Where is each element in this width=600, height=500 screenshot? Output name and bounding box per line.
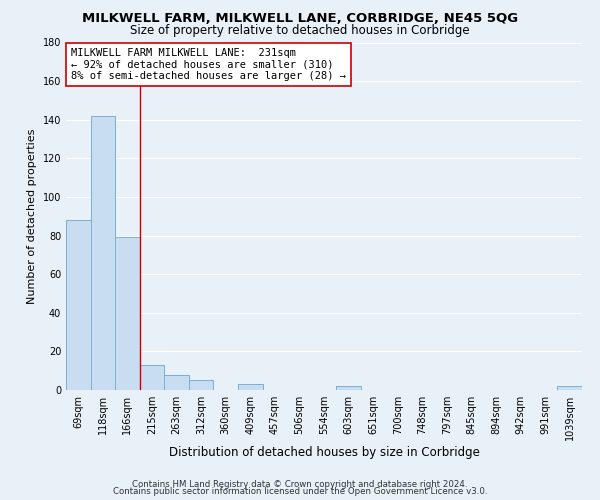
Bar — [164, 374, 189, 390]
Text: MILKWELL FARM, MILKWELL LANE, CORBRIDGE, NE45 5QG: MILKWELL FARM, MILKWELL LANE, CORBRIDGE,… — [82, 12, 518, 26]
X-axis label: Distribution of detached houses by size in Corbridge: Distribution of detached houses by size … — [169, 446, 479, 458]
Bar — [140, 365, 164, 390]
Bar — [238, 384, 263, 390]
Bar — [115, 238, 140, 390]
Text: MILKWELL FARM MILKWELL LANE:  231sqm
← 92% of detached houses are smaller (310)
: MILKWELL FARM MILKWELL LANE: 231sqm ← 92… — [71, 48, 346, 81]
Y-axis label: Number of detached properties: Number of detached properties — [27, 128, 37, 304]
Text: Size of property relative to detached houses in Corbridge: Size of property relative to detached ho… — [130, 24, 470, 37]
Text: Contains HM Land Registry data © Crown copyright and database right 2024.: Contains HM Land Registry data © Crown c… — [132, 480, 468, 489]
Text: Contains public sector information licensed under the Open Government Licence v3: Contains public sector information licen… — [113, 487, 487, 496]
Bar — [189, 380, 214, 390]
Bar — [66, 220, 91, 390]
Bar — [91, 116, 115, 390]
Bar — [557, 386, 582, 390]
Bar — [336, 386, 361, 390]
